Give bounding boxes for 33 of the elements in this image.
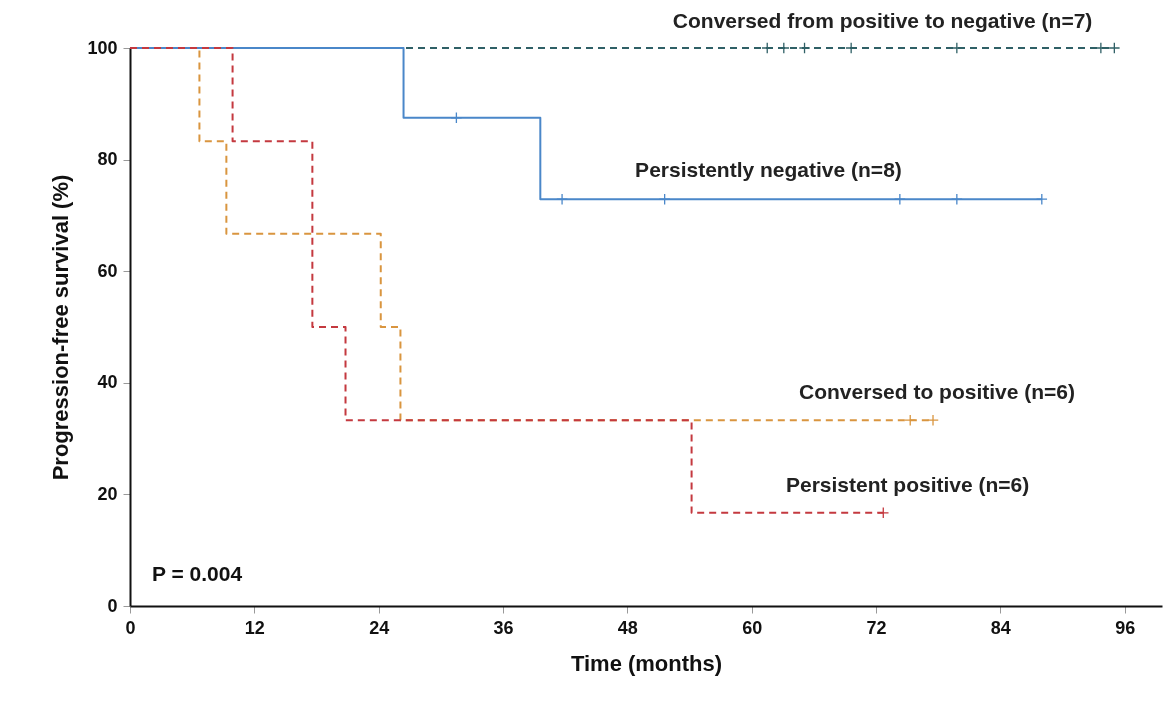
point xyxy=(1035,193,1048,206)
x-tick-label: 84 xyxy=(990,617,1011,638)
x-tick-label: 0 xyxy=(125,617,136,638)
x-tick-label: 12 xyxy=(244,617,265,638)
point xyxy=(658,193,671,206)
x-tick-label: 36 xyxy=(493,617,514,638)
x-axis-title: Time (months) xyxy=(570,650,723,676)
annotation: P = 0.004 xyxy=(152,562,243,585)
y-tick-label: 100 xyxy=(87,37,118,58)
x-tick-label: 60 xyxy=(742,617,763,638)
y-tick-label: 40 xyxy=(97,372,118,393)
point xyxy=(450,111,463,124)
x-tick-label: 96 xyxy=(1115,617,1136,638)
series-label: Persistently negative (n=8) xyxy=(635,158,902,182)
y-tick-label: 80 xyxy=(97,149,118,170)
y-tick-label: 0 xyxy=(107,595,118,616)
point xyxy=(1108,42,1121,54)
x-tick-label: 24 xyxy=(369,617,390,638)
point xyxy=(950,193,963,206)
point xyxy=(556,193,568,206)
y-axis-title: Progression-free survival (%) xyxy=(48,174,74,481)
series-label: Conversed to positive (n=6) xyxy=(799,380,1076,404)
x-tick-label: 48 xyxy=(617,617,638,638)
y-tick-label: 20 xyxy=(97,483,118,504)
point xyxy=(927,414,939,427)
point xyxy=(798,42,811,54)
point xyxy=(877,506,890,519)
y-tick-label: 60 xyxy=(97,260,118,281)
series-label: Conversed from positive to negative (n=7) xyxy=(672,9,1093,32)
series-label: Persistent positive (n=6) xyxy=(785,472,1030,496)
point xyxy=(904,414,917,427)
x-tick-label: 72 xyxy=(866,617,887,638)
point xyxy=(893,193,906,206)
